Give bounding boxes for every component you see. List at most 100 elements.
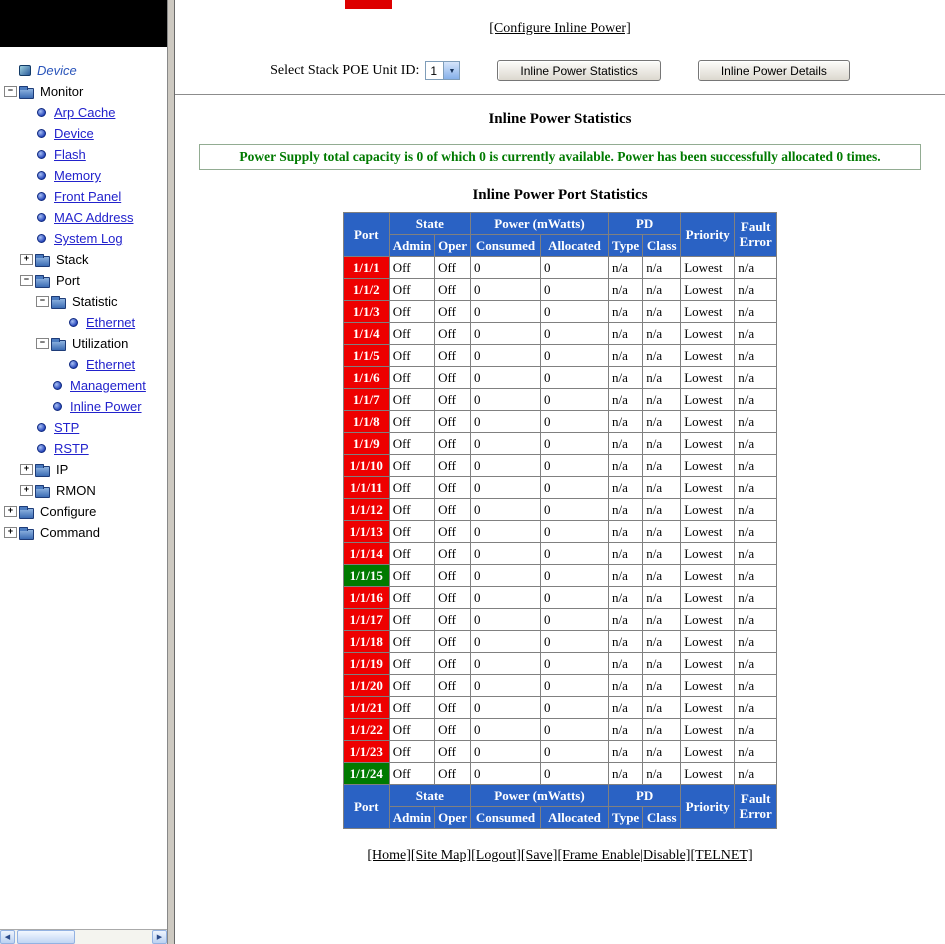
inline-power-details-button[interactable]: Inline Power Details xyxy=(697,60,850,81)
plus-expand-icon[interactable]: + xyxy=(20,485,33,496)
allocated-cell: 0 xyxy=(539,256,609,279)
fault-cell: n/a xyxy=(734,586,778,609)
tree-label-inline-power[interactable]: Inline Power xyxy=(70,399,142,414)
sidebar-horizontal-scrollbar[interactable]: ◀ ▶ xyxy=(0,929,167,944)
type-cell: n/a xyxy=(607,278,644,301)
tree-label-ethernet[interactable]: Ethernet xyxy=(86,357,136,372)
tree-item-device[interactable]: Device xyxy=(4,123,167,144)
inline-power-statistics-button[interactable]: Inline Power Statistics xyxy=(497,60,661,81)
tree-item-utilization[interactable]: − Utilization xyxy=(4,333,167,354)
tree-label-arp-cache[interactable]: Arp Cache xyxy=(54,105,116,120)
scroll-left-icon[interactable]: ◀ xyxy=(0,930,15,944)
scroll-right-icon[interactable]: ▶ xyxy=(152,930,167,944)
admin-cell: Off xyxy=(388,476,436,499)
priority-cell: Lowest xyxy=(680,718,736,741)
tree-label-front-panel[interactable]: Front Panel xyxy=(54,189,122,204)
tree-item-monitor[interactable]: − Monitor xyxy=(4,81,167,102)
tree-spacer xyxy=(20,170,33,181)
scrollbar-track[interactable] xyxy=(15,930,152,944)
device-icon xyxy=(19,65,31,76)
chevron-down-icon[interactable]: ▼ xyxy=(443,62,460,79)
tree-item-front-panel[interactable]: Front Panel xyxy=(4,186,167,207)
class-cell: n/a xyxy=(642,740,682,763)
tree-item-system-log[interactable]: System Log xyxy=(4,228,167,249)
footer-link-telnet[interactable]: [TELNET] xyxy=(690,848,753,863)
priority-cell: Lowest xyxy=(680,696,736,719)
class-cell: n/a xyxy=(642,542,682,565)
minus-expand-icon[interactable]: − xyxy=(4,86,17,97)
tree-item-ethernet[interactable]: Ethernet xyxy=(4,312,167,333)
footer-link-site-map[interactable]: [Site Map] xyxy=(410,848,472,863)
fault-cell: n/a xyxy=(734,652,778,675)
frame-divider[interactable] xyxy=(167,0,175,944)
tree-item-memory[interactable]: Memory xyxy=(4,165,167,186)
oper-cell: Off xyxy=(434,564,471,587)
poe-unit-select[interactable]: 1 ▼ xyxy=(425,61,461,80)
tree-label-utilization: Utilization xyxy=(72,336,129,351)
tree-item-rmon[interactable]: + RMON xyxy=(4,480,167,501)
type-cell: n/a xyxy=(607,344,644,367)
main-content: [Configure Inline Power] Select Stack PO… xyxy=(175,0,945,944)
tree-item-mac-address[interactable]: MAC Address xyxy=(4,207,167,228)
tree-label-flash[interactable]: Flash xyxy=(54,147,86,162)
tree-item-port[interactable]: − Port xyxy=(4,270,167,291)
fault-cell: n/a xyxy=(734,542,778,565)
plus-expand-icon[interactable]: + xyxy=(4,506,17,517)
tree-item-command[interactable]: + Command xyxy=(4,522,167,543)
folder-icon xyxy=(35,484,50,498)
tree-item-statistic[interactable]: − Statistic xyxy=(4,291,167,312)
fault-cell: n/a xyxy=(734,674,778,697)
plus-expand-icon[interactable]: + xyxy=(4,527,17,538)
tree-label-management[interactable]: Management xyxy=(70,378,146,393)
allocated-cell: 0 xyxy=(539,366,609,389)
tree-item-ethernet[interactable]: Ethernet xyxy=(4,354,167,375)
configure-inline-power-link[interactable]: [Configure Inline Power] xyxy=(489,21,631,36)
tree-spacer xyxy=(52,359,65,370)
footer-link-logout[interactable]: [Logout] xyxy=(471,848,521,863)
tree-label-system-log[interactable]: System Log xyxy=(54,231,123,246)
plus-expand-icon[interactable]: + xyxy=(20,464,33,475)
consumed-cell: 0 xyxy=(469,586,541,609)
tree-item-rstp[interactable]: RSTP xyxy=(4,438,167,459)
tree-item-ip[interactable]: + IP xyxy=(4,459,167,480)
tree-label-memory[interactable]: Memory xyxy=(54,168,101,183)
fault-cell: n/a xyxy=(734,740,778,763)
tree-item-stp[interactable]: STP xyxy=(4,417,167,438)
consumed-cell: 0 xyxy=(469,520,541,543)
scrollbar-thumb[interactable] xyxy=(17,930,75,944)
tree-label-stp[interactable]: STP xyxy=(54,420,80,435)
tree-item-device[interactable]: Device xyxy=(4,60,167,81)
consumed-cell: 0 xyxy=(469,322,541,345)
fault-cell: n/a xyxy=(734,322,778,345)
table-row: 1/1/6 Off Off 0 0 n/a n/a Lowest n/a xyxy=(342,366,778,389)
tree-label-device[interactable]: Device xyxy=(54,126,94,141)
minus-expand-icon[interactable]: − xyxy=(36,296,49,307)
admin-cell: Off xyxy=(388,586,436,609)
minus-expand-icon[interactable]: − xyxy=(20,275,33,286)
tree-item-stack[interactable]: + Stack xyxy=(4,249,167,270)
admin-cell: Off xyxy=(388,652,436,675)
oper-cell: Off xyxy=(434,454,471,477)
header-consumed: Consumed xyxy=(469,234,541,257)
port-cell: 1/1/13 xyxy=(342,520,390,543)
table-row: 1/1/24 Off Off 0 0 n/a n/a Lowest n/a xyxy=(342,762,778,785)
plus-expand-icon[interactable]: + xyxy=(20,254,33,265)
tree-spacer xyxy=(20,149,33,160)
footer-link-home[interactable]: [Home] xyxy=(367,848,411,863)
consumed-cell: 0 xyxy=(469,718,541,741)
allocated-cell: 0 xyxy=(539,388,609,411)
minus-expand-icon[interactable]: − xyxy=(36,338,49,349)
admin-cell: Off xyxy=(388,564,436,587)
tree-label-rstp[interactable]: RSTP xyxy=(54,441,89,456)
bullet-icon xyxy=(69,318,78,327)
tree-item-arp-cache[interactable]: Arp Cache xyxy=(4,102,167,123)
tree-label-ethernet[interactable]: Ethernet xyxy=(86,315,136,330)
tree-item-configure[interactable]: + Configure xyxy=(4,501,167,522)
tree-item-flash[interactable]: Flash xyxy=(4,144,167,165)
footer-link-save[interactable]: [Save] xyxy=(520,848,558,863)
tree-item-management[interactable]: Management xyxy=(4,375,167,396)
tree-item-inline-power[interactable]: Inline Power xyxy=(4,396,167,417)
footer-link-frame-enable-disable[interactable]: [Frame Enable|Disable] xyxy=(557,848,691,863)
class-cell: n/a xyxy=(642,520,682,543)
tree-label-mac-address[interactable]: MAC Address xyxy=(54,210,134,225)
